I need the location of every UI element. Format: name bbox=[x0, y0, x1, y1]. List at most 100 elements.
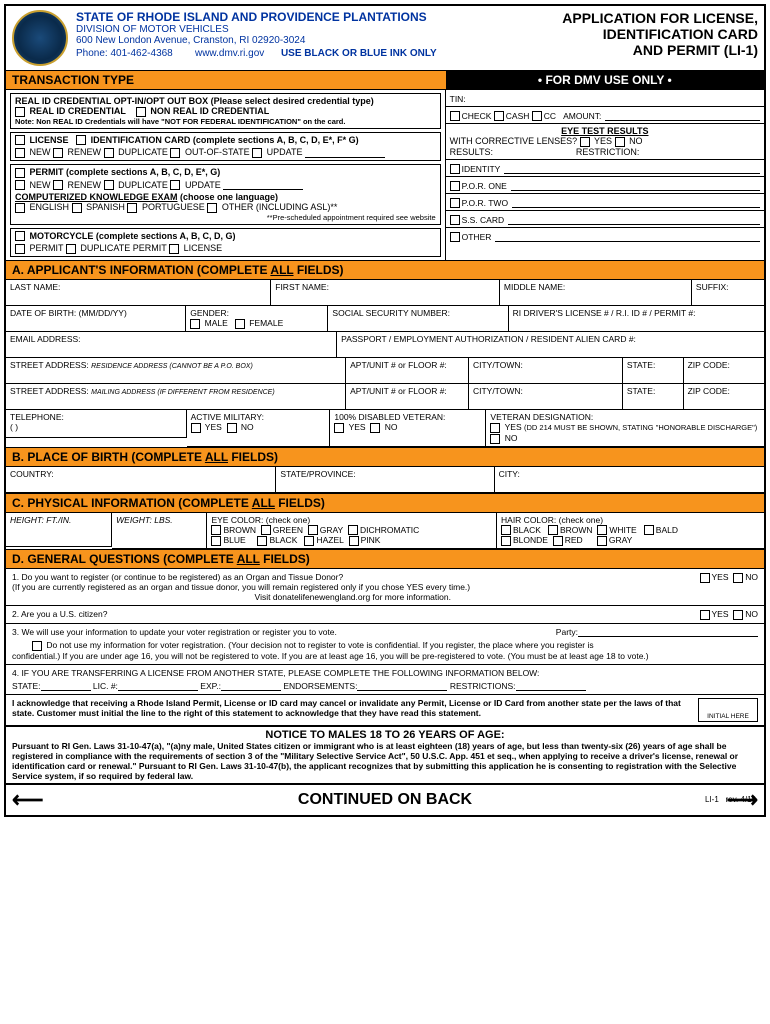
other-line[interactable] bbox=[495, 234, 760, 242]
amount-line[interactable] bbox=[605, 113, 760, 121]
hair-gray[interactable] bbox=[597, 536, 607, 546]
update-line[interactable] bbox=[305, 148, 385, 158]
eye-hazel[interactable] bbox=[304, 536, 314, 546]
q4-res-line[interactable] bbox=[516, 681, 586, 691]
eye-green[interactable] bbox=[261, 525, 271, 535]
eye-gray[interactable] bbox=[308, 525, 318, 535]
oth-checkbox[interactable] bbox=[207, 203, 217, 213]
vet-no[interactable] bbox=[370, 423, 380, 433]
dob-field[interactable]: DATE OF BIRTH: (MM/DD/YY) bbox=[6, 306, 186, 332]
results-line[interactable] bbox=[493, 147, 573, 157]
q4-lic-line[interactable] bbox=[118, 681, 198, 691]
por1-checkbox[interactable] bbox=[450, 181, 460, 191]
hair-brown[interactable] bbox=[548, 525, 558, 535]
q2-no[interactable] bbox=[733, 610, 743, 620]
other-checkbox[interactable] bbox=[450, 232, 460, 242]
state2-field[interactable]: STATE: bbox=[623, 384, 684, 410]
pnew-checkbox[interactable] bbox=[15, 180, 25, 190]
hair-black[interactable] bbox=[501, 525, 511, 535]
eye-black[interactable] bbox=[257, 536, 267, 546]
email-field[interactable]: EMAIL ADDRESS: bbox=[6, 332, 337, 358]
q4-end-line[interactable] bbox=[357, 681, 447, 691]
hair-red[interactable] bbox=[553, 536, 563, 546]
eng-checkbox[interactable] bbox=[15, 203, 25, 213]
identity-line[interactable] bbox=[504, 166, 760, 174]
height-field[interactable]: HEIGHT: FT./IN. bbox=[6, 513, 112, 547]
mpermit-checkbox[interactable] bbox=[15, 244, 25, 254]
corrective-no[interactable] bbox=[615, 137, 625, 147]
city2-field[interactable]: CITY/TOWN: bbox=[469, 384, 623, 410]
state1-field[interactable]: STATE: bbox=[623, 358, 684, 384]
active-no[interactable] bbox=[227, 423, 237, 433]
ss-line[interactable] bbox=[508, 217, 760, 225]
pupdate-checkbox[interactable] bbox=[170, 180, 180, 190]
vet-yes[interactable] bbox=[334, 423, 344, 433]
spa-checkbox[interactable] bbox=[72, 203, 82, 213]
por-checkbox[interactable] bbox=[127, 203, 137, 213]
eye-pink[interactable] bbox=[349, 536, 359, 546]
por1-line[interactable] bbox=[511, 183, 760, 191]
por2-line[interactable] bbox=[512, 200, 760, 208]
middle-name-field[interactable]: MIDDLE NAME: bbox=[500, 280, 692, 306]
idcard-checkbox[interactable] bbox=[76, 135, 86, 145]
male-checkbox[interactable] bbox=[190, 319, 200, 329]
mlic-checkbox[interactable] bbox=[169, 244, 179, 254]
q4-exp-line[interactable] bbox=[221, 681, 281, 691]
real-id-checkbox[interactable] bbox=[15, 107, 25, 117]
eye-dich[interactable] bbox=[348, 525, 358, 535]
por2-checkbox[interactable] bbox=[450, 198, 460, 208]
license-checkbox[interactable] bbox=[15, 135, 25, 145]
q4-state-line[interactable] bbox=[41, 681, 91, 691]
country-field[interactable]: COUNTRY: bbox=[6, 467, 276, 493]
active-yes[interactable] bbox=[191, 423, 201, 433]
apt1-field[interactable]: APT/UNIT # or FLOOR #: bbox=[346, 358, 469, 384]
pdup-checkbox[interactable] bbox=[104, 180, 114, 190]
ssn-field[interactable]: SOCIAL SECURITY NUMBER: bbox=[328, 306, 508, 332]
permit-checkbox[interactable] bbox=[15, 168, 25, 178]
q2-yes[interactable] bbox=[700, 610, 710, 620]
identity-checkbox[interactable] bbox=[450, 164, 460, 174]
moto-checkbox[interactable] bbox=[15, 231, 25, 241]
cc-checkbox[interactable] bbox=[532, 111, 542, 121]
ridl-field[interactable]: RI DRIVER'S LICENSE # / R.I. ID # / PERM… bbox=[509, 306, 764, 332]
party-line[interactable] bbox=[578, 627, 758, 637]
zip1-field[interactable]: ZIP CODE: bbox=[684, 358, 764, 384]
cash-checkbox[interactable] bbox=[494, 111, 504, 121]
restriction-line[interactable] bbox=[639, 147, 719, 157]
pupdate-line[interactable] bbox=[223, 180, 303, 190]
renew-checkbox[interactable] bbox=[53, 148, 63, 158]
first-name-field[interactable]: FIRST NAME: bbox=[271, 280, 500, 306]
apt2-field[interactable]: APT/UNIT # or FLOOR #: bbox=[346, 384, 469, 410]
city1-field[interactable]: CITY/TOWN: bbox=[469, 358, 623, 384]
q1-no[interactable] bbox=[733, 573, 743, 583]
dup-checkbox[interactable] bbox=[104, 148, 114, 158]
passport-field[interactable]: PASSPORT / EMPLOYMENT AUTHORIZATION / RE… bbox=[337, 332, 764, 358]
eye-blue[interactable] bbox=[211, 536, 221, 546]
last-name-field[interactable]: LAST NAME: bbox=[6, 280, 271, 306]
tel-field[interactable]: TELEPHONE:( ) bbox=[6, 410, 187, 438]
hair-blonde[interactable] bbox=[501, 536, 511, 546]
street2-field[interactable]: STREET ADDRESS: MAILING ADDRESS (IF DIFF… bbox=[6, 384, 346, 410]
eye-brown[interactable] bbox=[211, 525, 221, 535]
ss-checkbox[interactable] bbox=[450, 215, 460, 225]
new-checkbox[interactable] bbox=[15, 148, 25, 158]
hair-white[interactable] bbox=[597, 525, 607, 535]
weight-field[interactable]: WEIGHT: LBS. bbox=[112, 513, 207, 550]
vetdes-yes[interactable] bbox=[490, 423, 500, 433]
bcity-field[interactable]: CITY: bbox=[495, 467, 764, 493]
corrective-yes[interactable] bbox=[580, 137, 590, 147]
oos-checkbox[interactable] bbox=[170, 148, 180, 158]
check-checkbox[interactable] bbox=[450, 111, 460, 121]
mdup-checkbox[interactable] bbox=[66, 244, 76, 254]
nonreal-id-checkbox[interactable] bbox=[136, 107, 146, 117]
vetdes-no[interactable] bbox=[490, 434, 500, 444]
suffix-field[interactable]: SUFFIX: bbox=[692, 280, 764, 306]
hair-bald[interactable] bbox=[644, 525, 654, 535]
stprov-field[interactable]: STATE/PROVINCE: bbox=[276, 467, 494, 493]
female-checkbox[interactable] bbox=[235, 319, 245, 329]
prenew-checkbox[interactable] bbox=[53, 180, 63, 190]
q3-optout[interactable] bbox=[32, 641, 42, 651]
update-checkbox[interactable] bbox=[252, 148, 262, 158]
q1-yes[interactable] bbox=[700, 573, 710, 583]
zip2-field[interactable]: ZIP CODE: bbox=[684, 384, 764, 410]
